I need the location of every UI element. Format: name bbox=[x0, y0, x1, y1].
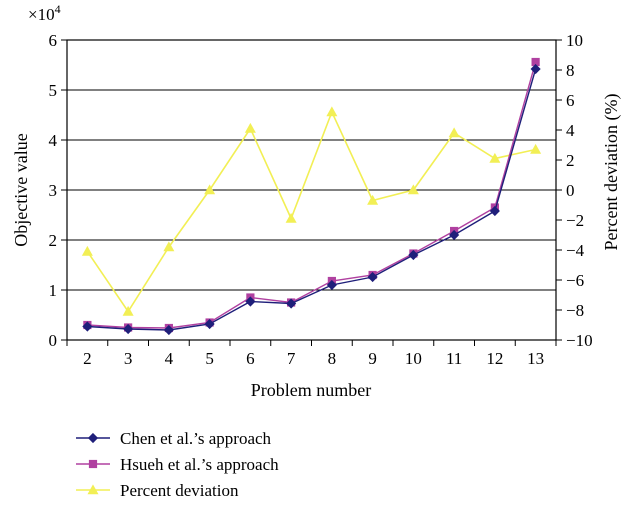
x-tick-label: 8 bbox=[328, 349, 337, 368]
series-line bbox=[87, 68, 537, 331]
y2-tick-label: 8 bbox=[566, 61, 575, 80]
x-tick-label: 10 bbox=[405, 349, 422, 368]
data-point bbox=[204, 318, 215, 330]
x-tick-label: 2 bbox=[83, 349, 92, 368]
data-point bbox=[285, 212, 297, 223]
series-line bbox=[87, 61, 537, 329]
x-tick-label: 12 bbox=[486, 349, 503, 368]
y2-axis-title: Percent deviation (%) bbox=[601, 94, 622, 251]
x-axis-title: Problem number bbox=[251, 380, 371, 400]
series-layer bbox=[81, 57, 542, 336]
y-tick-label: 0 bbox=[49, 331, 58, 350]
series-square bbox=[83, 57, 540, 333]
data-point bbox=[163, 324, 174, 336]
y2-tick-label: 10 bbox=[566, 31, 583, 50]
y-axis-title: Objective value bbox=[11, 133, 31, 246]
y-axis-right: −10 −8 −6 −4 −2 0 2 4 6 8 10 bbox=[556, 31, 593, 350]
y2-tick-label: 6 bbox=[566, 91, 575, 110]
x-tick-label: 9 bbox=[368, 349, 377, 368]
y-multiplier-label: ×104 bbox=[28, 2, 61, 24]
y2-tick-label: −2 bbox=[566, 211, 584, 230]
data-point bbox=[408, 249, 419, 261]
x-tick-label: 4 bbox=[165, 349, 174, 368]
data-point bbox=[530, 143, 542, 154]
data-point bbox=[449, 229, 460, 241]
y-tick-label: 5 bbox=[49, 81, 58, 100]
y-tick-label: 6 bbox=[49, 31, 58, 50]
y-tick-label: 2 bbox=[49, 231, 58, 250]
legend-item: Hsueh et al.’s approach bbox=[76, 455, 279, 474]
y2-tick-label: −6 bbox=[566, 271, 584, 290]
y2-tick-label: 2 bbox=[566, 151, 575, 170]
data-point bbox=[530, 63, 541, 75]
data-point bbox=[489, 152, 501, 163]
legend: Chen et al.’s approach Hsueh et al.’s app… bbox=[76, 429, 279, 500]
y2-tick-label: −10 bbox=[566, 331, 593, 350]
data-point bbox=[286, 298, 297, 309]
x-tick-label: 6 bbox=[246, 349, 255, 368]
series-diamond bbox=[82, 63, 541, 336]
series-line bbox=[86, 109, 536, 313]
y-tick-label: 4 bbox=[49, 131, 58, 150]
legend-marker bbox=[87, 484, 99, 495]
data-point bbox=[244, 122, 256, 133]
data-point bbox=[122, 305, 134, 316]
y-tick-label: 3 bbox=[49, 181, 58, 200]
legend-label: Chen et al.’s approach bbox=[120, 429, 272, 448]
legend-marker bbox=[88, 459, 98, 469]
y-axis-left: 0 1 2 3 4 5 6 bbox=[49, 31, 67, 350]
x-axis: 2 3 4 5 6 7 8 9 10 11 12 13 bbox=[66, 340, 557, 368]
data-point bbox=[367, 271, 378, 283]
data-point bbox=[123, 323, 134, 335]
y2-tick-label: −8 bbox=[566, 301, 584, 320]
data-point bbox=[163, 241, 175, 252]
legend-label: Percent deviation bbox=[120, 481, 239, 500]
y-tick-label: 1 bbox=[49, 281, 58, 300]
data-point bbox=[489, 205, 500, 217]
data-point bbox=[82, 321, 93, 332]
data-point bbox=[245, 296, 256, 307]
data-point bbox=[367, 194, 379, 205]
y2-tick-label: 0 bbox=[566, 181, 575, 200]
data-point bbox=[407, 184, 419, 195]
data-point bbox=[448, 127, 460, 138]
data-point bbox=[204, 184, 216, 195]
x-tick-label: 3 bbox=[124, 349, 133, 368]
data-point bbox=[326, 279, 337, 291]
data-point bbox=[81, 245, 93, 256]
x-tick-label: 7 bbox=[287, 349, 296, 368]
series-triangle bbox=[81, 106, 542, 316]
y2-tick-label: −4 bbox=[566, 241, 585, 260]
data-point bbox=[326, 106, 338, 117]
y2-tick-label: 4 bbox=[566, 121, 575, 140]
legend-item: Percent deviation bbox=[76, 481, 239, 500]
x-tick-label: 13 bbox=[527, 349, 544, 368]
legend-item: Chen et al.’s approach bbox=[76, 429, 272, 448]
legend-label: Hsueh et al.’s approach bbox=[120, 455, 279, 474]
x-tick-label: 5 bbox=[205, 349, 214, 368]
x-tick-label: 11 bbox=[446, 349, 462, 368]
legend-marker bbox=[87, 432, 99, 444]
gridlines bbox=[67, 89, 556, 291]
